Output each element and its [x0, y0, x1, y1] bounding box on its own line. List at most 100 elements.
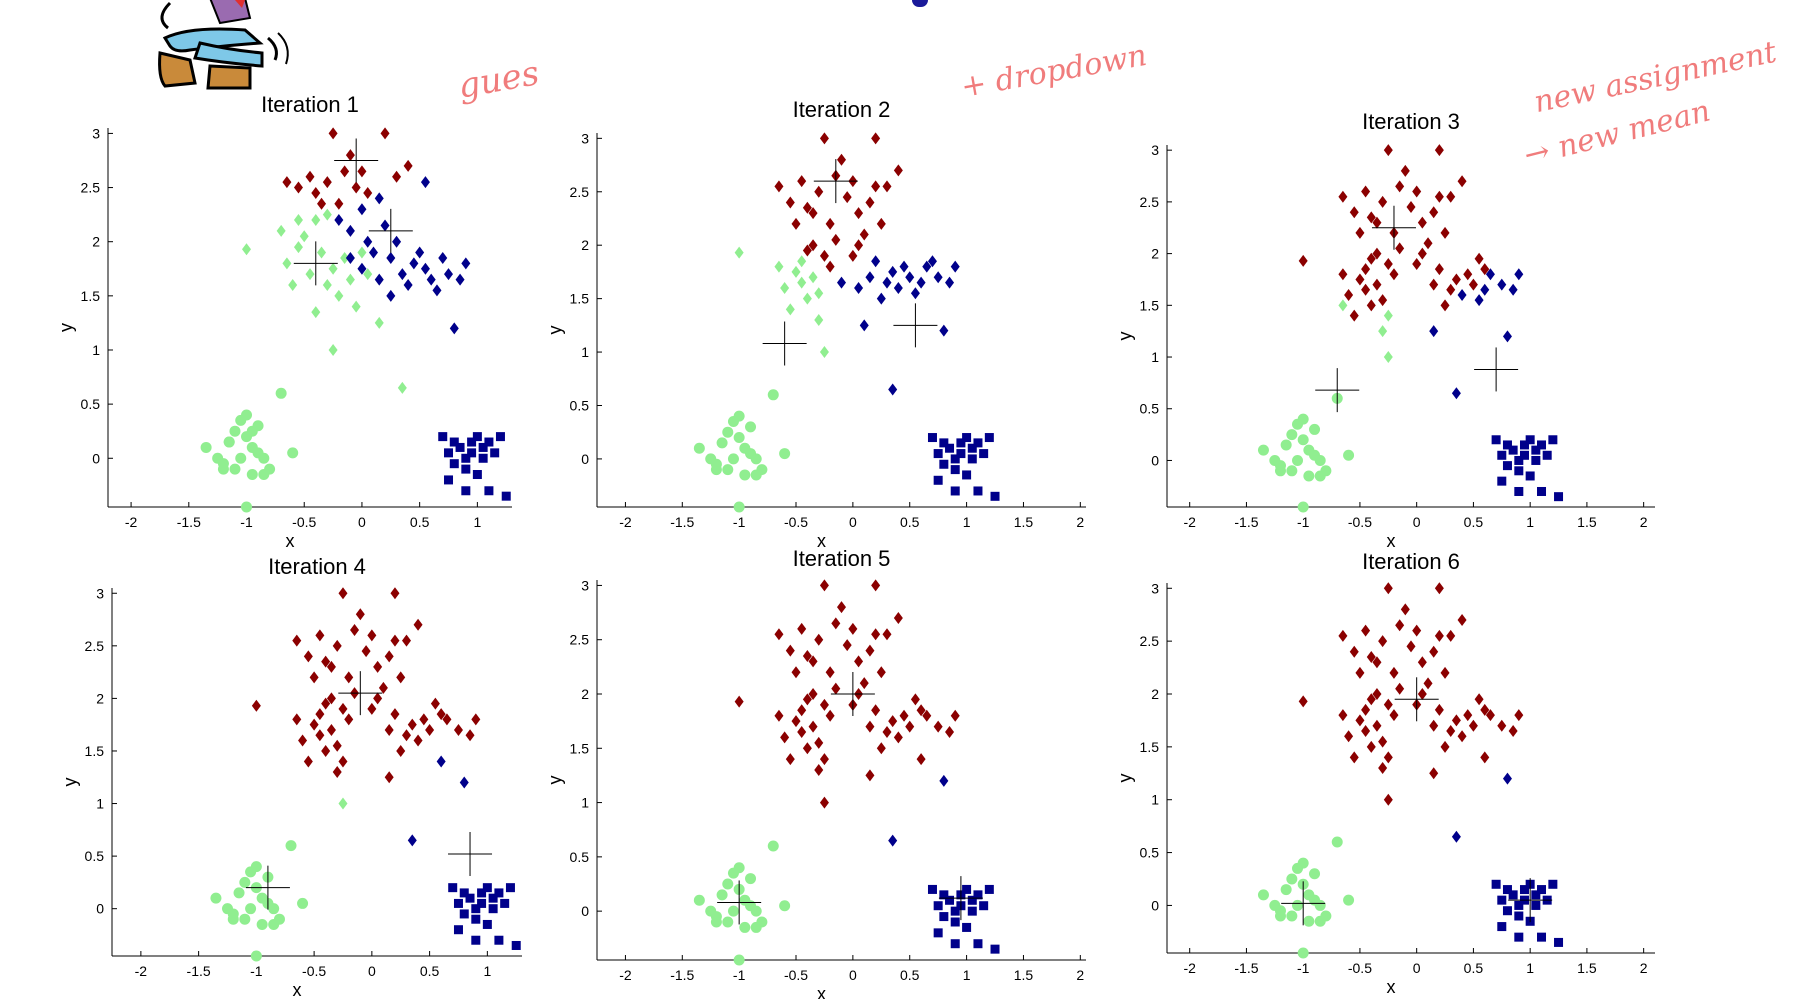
data-point-cluster-red [1429, 719, 1439, 732]
data-point-cluster-red [1429, 767, 1439, 780]
data-point-cluster-blue-sq [488, 893, 498, 903]
data-point-cluster-red [1378, 195, 1388, 208]
data-point-cluster-red [453, 723, 463, 736]
data-point-cluster-red [1417, 247, 1427, 260]
data-point-cluster-red [1366, 693, 1376, 706]
data-point-cluster-blue-sq [465, 893, 475, 903]
data-point-cluster-green [767, 389, 779, 401]
data-point-cluster-red [1383, 793, 1393, 806]
data-point-cluster-green-d [791, 265, 801, 278]
data-point-cluster-red [384, 650, 394, 663]
data-point-cluster-blue-sq [494, 888, 504, 898]
data-point-cluster-blue-sq [1514, 486, 1524, 496]
data-point-cluster-blue-sq [490, 448, 500, 458]
data-point-cluster-red [351, 181, 361, 194]
data-point-cluster-blue-sq [482, 919, 492, 929]
data-point-cluster-blue-sq [984, 433, 994, 443]
data-point-cluster-blue [409, 257, 419, 270]
cartoon-figure-illustration [158, 0, 289, 90]
centroid-cross-marker [1474, 347, 1519, 392]
data-point-cluster-red [442, 713, 452, 726]
data-point-cluster-red [910, 693, 920, 706]
data-point-cluster-blue-sq [438, 432, 448, 442]
x-tick-label: 1 [963, 514, 971, 530]
data-point-cluster-blue [1480, 283, 1490, 296]
data-point-cluster-blue-sq [1502, 885, 1512, 895]
data-point-cluster-red [950, 709, 960, 722]
data-point-cluster-red [916, 753, 926, 766]
data-point-cluster-blue-sq [1519, 440, 1529, 450]
data-point-cluster-red [871, 579, 881, 592]
data-point-cluster-blue [888, 834, 898, 847]
data-point-cluster-blue [939, 324, 949, 337]
data-point-cluster-red [797, 704, 807, 717]
x-tick-label: 2 [1640, 514, 1648, 530]
data-point-cluster-blue-sq [505, 883, 515, 893]
data-point-cluster-red [893, 164, 903, 177]
data-point-cluster-blue-sq [472, 470, 482, 480]
data-point-cluster-green-d [374, 316, 384, 329]
data-point-cluster-green [217, 463, 229, 475]
data-point-cluster-green-d [357, 246, 367, 259]
y-tick-label: 0 [92, 450, 100, 466]
data-point-cluster-red [802, 742, 812, 755]
data-point-cluster-red [1355, 714, 1365, 727]
x-tick-label: -2 [1183, 514, 1196, 530]
data-point-cluster-red [814, 633, 824, 646]
data-point-cluster-blue-sq [444, 448, 454, 458]
data-point-cluster-green [779, 448, 791, 460]
data-point-cluster-red [893, 731, 903, 744]
data-point-cluster-blue [1485, 268, 1495, 281]
data-point-cluster-red [390, 708, 400, 721]
data-point-cluster-blue-sq [1497, 450, 1507, 460]
x-axis-label: x [817, 984, 826, 999]
data-point-cluster-blue-sq [482, 883, 492, 893]
data-point-cluster-red [1412, 257, 1422, 270]
data-point-cluster-blue [933, 271, 943, 284]
data-point-cluster-blue-sq [962, 433, 972, 443]
data-point-cluster-blue-sq [956, 438, 966, 448]
x-tick-label: -0.5 [292, 514, 316, 530]
data-point-cluster-green [733, 954, 745, 966]
scatter-panel-4: -2 -1.5 -1 -0.5 0 0.5 1 0 0.5 1 1.5 2 2.5 3 Iteration … [60, 554, 522, 999]
data-point-cluster-blue [426, 273, 436, 286]
x-tick-label: -0.5 [1348, 514, 1372, 530]
data-point-cluster-red [326, 660, 336, 673]
x-tick-label: -1.5 [187, 963, 211, 979]
data-point-cluster-red [251, 699, 261, 712]
data-point-cluster-green-d [242, 243, 252, 256]
y-tick-label: 2 [1151, 246, 1159, 262]
data-point-cluster-red [1417, 656, 1427, 669]
data-point-cluster-blue-sq [956, 449, 966, 459]
data-point-cluster-red [888, 715, 898, 728]
data-point-cluster-red [407, 718, 417, 731]
data-point-cluster-red [378, 681, 388, 694]
data-point-cluster-blue [449, 322, 459, 335]
y-tick-label: 0.5 [1140, 845, 1160, 861]
x-tick-label: -2 [1183, 960, 1196, 976]
x-tick-label: 1.5 [1014, 514, 1034, 530]
data-point-cluster-blue-sq [453, 925, 463, 935]
data-point-cluster-red [1417, 688, 1427, 700]
data-point-cluster-red [774, 628, 784, 641]
centroid-cross-marker [813, 159, 858, 204]
data-point-cluster-blue [444, 268, 454, 281]
data-point-cluster-green [241, 409, 253, 421]
data-point-cluster-blue-sq [933, 475, 943, 485]
chart-title: Iteration 2 [793, 97, 891, 122]
data-point-cluster-blue-sq [950, 917, 960, 927]
centroid-cross-marker [1281, 881, 1326, 926]
data-point-cluster-green [727, 453, 739, 465]
data-point-cluster-blue [876, 292, 886, 305]
data-point-cluster-red [326, 692, 336, 705]
data-point-cluster-red [315, 729, 325, 742]
data-point-cluster-red [859, 677, 869, 690]
data-point-cluster-red [1412, 624, 1422, 637]
data-point-cluster-blue-sq [1491, 879, 1501, 889]
data-point-cluster-green [297, 897, 309, 909]
data-point-cluster-red [1383, 144, 1393, 157]
data-point-cluster-blue-sq [950, 486, 960, 496]
data-point-cluster-blue-sq [1491, 435, 1501, 445]
data-point-cluster-blue [415, 246, 425, 259]
data-point-cluster-red [808, 207, 818, 220]
